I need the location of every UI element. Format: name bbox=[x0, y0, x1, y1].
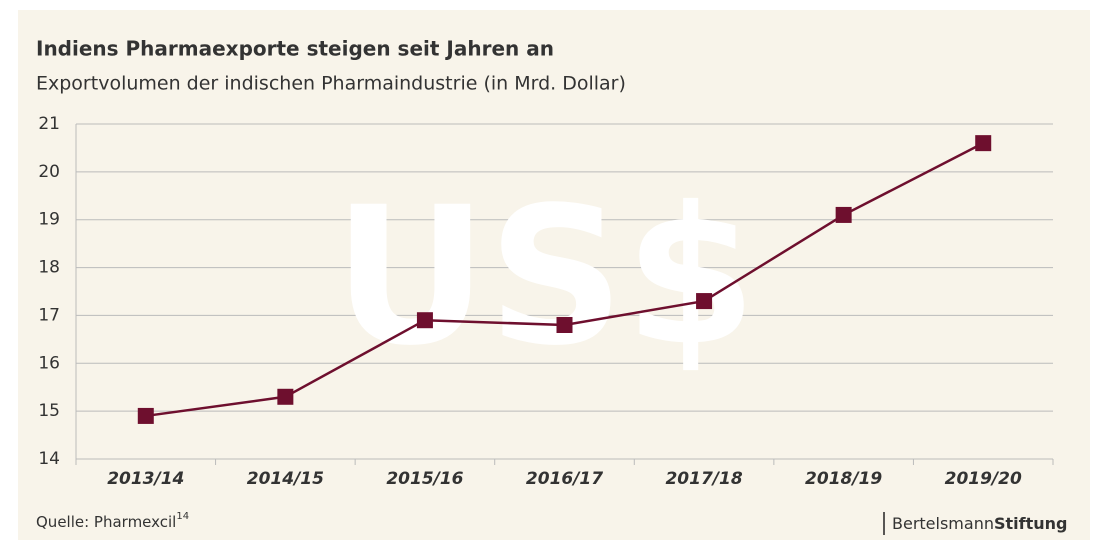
source: Quelle: Pharmexcil14 bbox=[36, 511, 189, 531]
x-tick-label: 2018/19 bbox=[805, 469, 882, 489]
marker bbox=[277, 388, 294, 405]
y-tick-label: 14 bbox=[38, 449, 60, 469]
source-ref: 14 bbox=[176, 511, 189, 522]
x-tick-label: 2017/18 bbox=[665, 469, 742, 489]
logo-part1: Bertelsmann bbox=[892, 514, 994, 533]
watermark: US$ bbox=[333, 166, 756, 387]
x-tick-label: 2015/16 bbox=[386, 469, 463, 489]
y-tick-label: 15 bbox=[38, 401, 60, 421]
marker bbox=[137, 407, 154, 424]
marker bbox=[835, 206, 852, 223]
background bbox=[18, 10, 1090, 540]
y-tick-label: 21 bbox=[38, 114, 60, 134]
x-tick-label: 2013/14 bbox=[107, 469, 184, 489]
logo: BertelsmannStiftung bbox=[892, 514, 1067, 533]
marker bbox=[416, 312, 433, 329]
x-tick-label: 2014/15 bbox=[247, 469, 324, 489]
source-text: Quelle: Pharmexcil bbox=[36, 513, 176, 531]
y-tick-label: 20 bbox=[38, 162, 60, 182]
marker bbox=[556, 317, 573, 333]
marker bbox=[696, 293, 713, 310]
y-tick-label: 17 bbox=[38, 305, 60, 325]
marker bbox=[975, 135, 992, 152]
logo-part2: Stiftung bbox=[994, 514, 1068, 533]
chart-subtitle: Exportvolumen der indischen Pharmaindust… bbox=[36, 73, 626, 95]
x-tick-label: 2019/20 bbox=[945, 469, 1022, 489]
y-tick-label: 16 bbox=[38, 353, 60, 373]
y-tick-label: 18 bbox=[38, 258, 60, 278]
y-tick-label: 19 bbox=[38, 210, 60, 230]
chart-title: Indiens Pharmaexporte steigen seit Jahre… bbox=[36, 37, 554, 61]
x-tick-label: 2016/17 bbox=[526, 469, 603, 489]
